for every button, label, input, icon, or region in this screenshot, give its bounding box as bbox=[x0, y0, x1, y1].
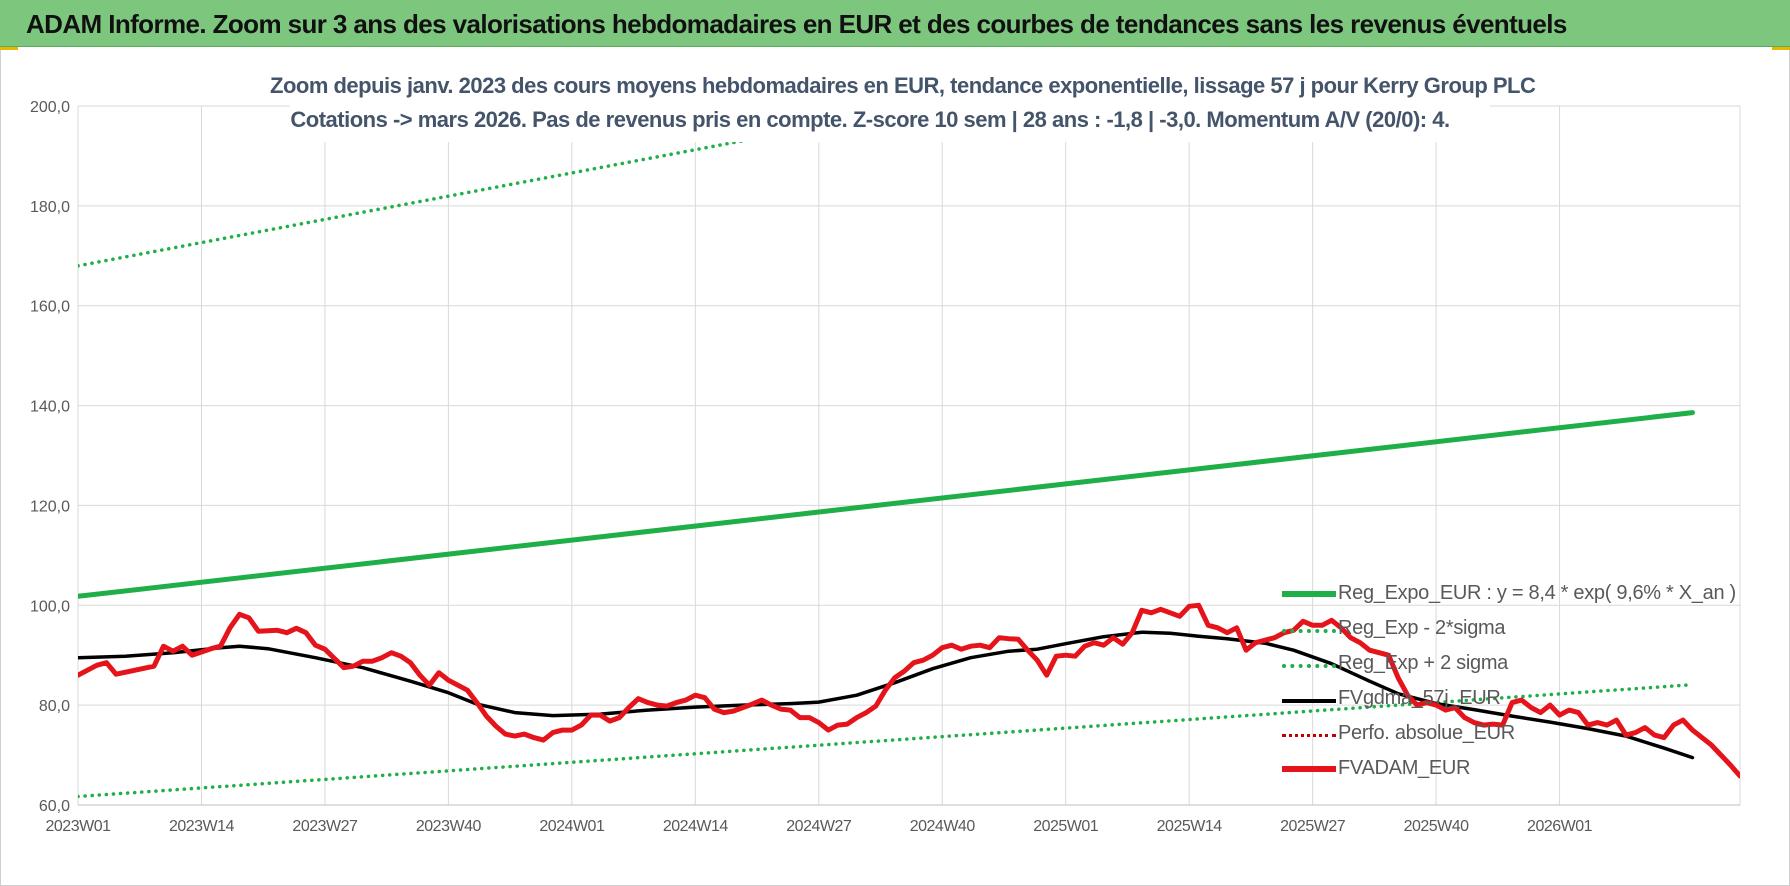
x-tick-label: 2026W01 bbox=[1527, 818, 1593, 835]
y-tick-label: 140,0 bbox=[30, 399, 70, 416]
report-title: ADAM Informe. Zoom sur 3 ans des valoris… bbox=[26, 9, 1567, 39]
series-line-0 bbox=[78, 410, 1695, 599]
legend-swatch-perfo bbox=[1282, 734, 1336, 737]
x-tick-label: 2024W40 bbox=[910, 818, 976, 835]
legend-item-reg-plus: Reg_Exp + 2 sigma bbox=[1278, 648, 1778, 683]
y-tick-label: 80,0 bbox=[39, 698, 70, 715]
legend-label-perfo: Perfo. absolue_EUR bbox=[1338, 722, 1515, 744]
x-tick-label: 2023W14 bbox=[169, 818, 235, 835]
y-tick-label: 160,0 bbox=[30, 299, 70, 316]
legend-item-perfo: Perfo. absolue_EUR bbox=[1278, 718, 1778, 753]
x-tick-label: 2024W01 bbox=[539, 818, 605, 835]
x-tick-label: 2023W01 bbox=[46, 818, 112, 835]
y-tick-label: 60,0 bbox=[39, 798, 70, 815]
x-tick-label: 2025W01 bbox=[1033, 818, 1099, 835]
y-tick-label: 180,0 bbox=[30, 199, 70, 216]
x-tick-label: 2025W27 bbox=[1280, 818, 1346, 835]
y-tick-label: 100,0 bbox=[30, 598, 70, 615]
x-tick-label: 2025W40 bbox=[1404, 818, 1470, 835]
legend-label-reg-minus: Reg_Exp - 2*sigma bbox=[1338, 617, 1506, 639]
chart-subtitle: Cotations -> mars 2026. Pas de revenus p… bbox=[290, 107, 1450, 132]
legend-swatch-reg-plus bbox=[1282, 664, 1336, 668]
x-tick-label: 2024W14 bbox=[663, 818, 729, 835]
y-tick-label: 200,0 bbox=[30, 99, 70, 116]
legend-swatch-reg-expo bbox=[1282, 591, 1336, 597]
series-line-5 bbox=[78, 602, 1740, 779]
chart-legend: Reg_Expo_EUR : y = 8,4 * exp( 9,6% * X_a… bbox=[1278, 578, 1778, 788]
report-banner: ADAM Informe. Zoom sur 3 ans des valoris… bbox=[0, 0, 1790, 47]
legend-swatch-gdma bbox=[1282, 699, 1336, 703]
x-tick-label: 2025W14 bbox=[1157, 818, 1223, 835]
chart-title: Zoom depuis janv. 2023 des cours moyens … bbox=[270, 73, 1536, 98]
legend-item-gdma: FVgdma_57j_EUR bbox=[1278, 683, 1778, 718]
legend-item-adam: FVADAM_EUR bbox=[1278, 753, 1778, 788]
corner-accent-right bbox=[1772, 47, 1790, 50]
legend-item-reg-minus: Reg_Exp - 2*sigma bbox=[1278, 613, 1778, 648]
legend-swatch-adam bbox=[1282, 766, 1336, 772]
legend-item-reg-expo: Reg_Expo_EUR : y = 8,4 * exp( 9,6% * X_a… bbox=[1278, 578, 1778, 613]
legend-label-reg-expo: Reg_Expo_EUR : y = 8,4 * exp( 9,6% * X_a… bbox=[1338, 582, 1736, 604]
legend-label-adam: FVADAM_EUR bbox=[1338, 757, 1471, 779]
y-tick-label: 120,0 bbox=[30, 498, 70, 515]
title-mask bbox=[290, 68, 1490, 142]
corner-accent-left bbox=[0, 47, 18, 50]
legend-label-reg-plus: Reg_Exp + 2 sigma bbox=[1338, 652, 1508, 674]
x-tick-label: 2023W27 bbox=[292, 818, 358, 835]
x-tick-label: 2024W27 bbox=[786, 818, 852, 835]
x-tick-label: 2023W40 bbox=[416, 818, 482, 835]
legend-label-gdma: FVgdma_57j_EUR bbox=[1338, 687, 1501, 709]
legend-swatch-reg-minus bbox=[1282, 629, 1336, 633]
